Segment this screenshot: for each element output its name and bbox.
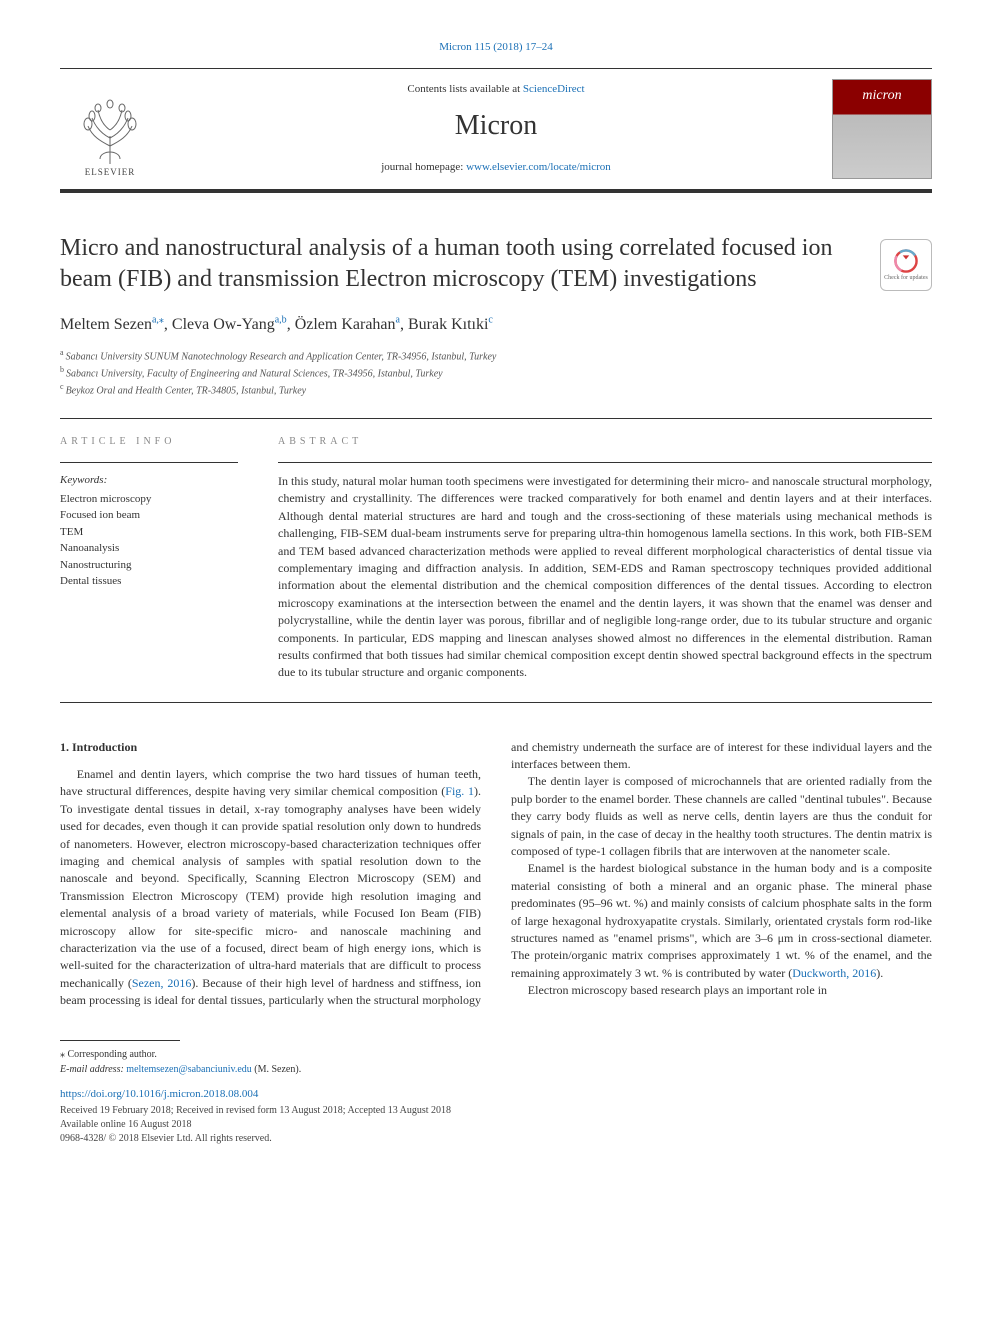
check-updates-badge[interactable]: Check for updates: [880, 239, 932, 291]
inline-ref-link[interactable]: Sezen, 2016: [132, 976, 192, 990]
received-line: Received 19 February 2018; Received in r…: [60, 1104, 932, 1118]
email-line: E-mail address: meltemsezen@sabanciuniv.…: [60, 1062, 932, 1077]
keyword: Nanostructuring: [60, 557, 258, 574]
aff-label: c: [60, 382, 64, 391]
affiliation: cBeykoz Oral and Health Center, TR-34805…: [60, 381, 932, 398]
affiliation: aSabancı University SUNUM Nanotechnology…: [60, 347, 932, 364]
keyword: Nanoanalysis: [60, 540, 258, 557]
author: Özlem Karahan: [295, 316, 396, 333]
aff-label: a: [60, 348, 64, 357]
copyright-line: 0968-4328/ © 2018 Elsevier Ltd. All righ…: [60, 1132, 932, 1146]
keywords-list: Electron microscopy Focused ion beam TEM…: [60, 491, 258, 590]
masthead-center: Contents lists available at ScienceDirec…: [160, 82, 832, 176]
author-mark[interactable]: a: [396, 315, 400, 326]
masthead: ELSEVIER Contents lists available at Sci…: [60, 68, 932, 193]
author-mark[interactable]: a,b: [275, 315, 287, 326]
top-citation: Micron 115 (2018) 17–24: [60, 40, 932, 56]
inline-ref-link[interactable]: Duckworth, 2016: [792, 966, 876, 980]
paragraph: Enamel is the hardest biological substan…: [511, 860, 932, 982]
author: Cleva Ow-Yang: [172, 316, 275, 333]
keyword: TEM: [60, 524, 258, 541]
journal-homepage: journal homepage: www.elsevier.com/locat…: [160, 160, 832, 176]
keyword: Focused ion beam: [60, 507, 258, 524]
text-run: Enamel is the hardest biological substan…: [511, 861, 932, 979]
abstract-text: In this study, natural molar human tooth…: [278, 473, 932, 682]
corresponding-note: ⁎ Corresponding author.: [60, 1047, 932, 1062]
aff-text: Sabancı University SUNUM Nanotechnology …: [66, 351, 497, 362]
text-run: ).: [876, 966, 883, 980]
homepage-prefix: journal homepage:: [381, 161, 466, 173]
doi-line: https://doi.org/10.1016/j.micron.2018.08…: [60, 1087, 932, 1103]
author: Burak Kıtıki: [408, 316, 488, 333]
affiliation: bSabancı University, Faculty of Engineer…: [60, 364, 932, 381]
abstract-heading: ABSTRACT: [278, 435, 932, 450]
abstract-column: ABSTRACT In this study, natural molar hu…: [278, 435, 932, 681]
affiliations: aSabancı University SUNUM Nanotechnology…: [60, 347, 932, 399]
cover-thumb-title: micron: [862, 86, 901, 106]
footnotes: ⁎ Corresponding author. E-mail address: …: [60, 1047, 932, 1077]
keyword: Dental tissues: [60, 573, 258, 590]
paragraph: The dentin layer is composed of microcha…: [511, 773, 932, 860]
inline-ref-link[interactable]: Fig. 1: [445, 784, 474, 798]
footnote-separator: [60, 1040, 180, 1041]
publication-info: Received 19 February 2018; Received in r…: [60, 1104, 932, 1146]
article-title: Micro and nanostructural analysis of a h…: [60, 233, 860, 295]
authors-line: Meltem Sezena,⁎, Cleva Ow-Yanga,b, Özlem…: [60, 313, 932, 336]
aff-text: Sabancı University, Faculty of Engineeri…: [66, 368, 443, 379]
body-text: 1. Introduction Enamel and dentin layers…: [60, 739, 932, 1010]
homepage-link[interactable]: www.elsevier.com/locate/micron: [466, 161, 611, 173]
online-line: Available online 16 August 2018: [60, 1118, 932, 1132]
author-mark[interactable]: a,⁎: [152, 315, 164, 326]
paragraph: Electron microscopy based research plays…: [511, 982, 932, 999]
sciencedirect-link[interactable]: ScienceDirect: [523, 83, 585, 95]
article-info-column: ARTICLE INFO Keywords: Electron microsco…: [60, 435, 278, 681]
contents-prefix: Contents lists available at: [407, 83, 522, 95]
email-label: E-mail address:: [60, 1064, 126, 1075]
text-run: ). To investigate dental tissues in deta…: [60, 784, 481, 989]
author: Meltem Sezen: [60, 316, 152, 333]
contents-line: Contents lists available at ScienceDirec…: [160, 82, 832, 98]
publisher-logo-text: ELSEVIER: [85, 166, 136, 179]
aff-label: b: [60, 365, 64, 374]
keyword: Electron microscopy: [60, 491, 258, 508]
doi-link[interactable]: https://doi.org/10.1016/j.micron.2018.08…: [60, 1088, 258, 1100]
journal-cover-thumb: micron: [832, 79, 932, 179]
article-info-heading: ARTICLE INFO: [60, 435, 258, 450]
elsevier-tree-icon: [70, 96, 150, 166]
aff-text: Beykoz Oral and Health Center, TR-34805,…: [66, 385, 307, 396]
publisher-logo: ELSEVIER: [60, 79, 160, 179]
email-owner: (M. Sezen).: [252, 1064, 301, 1075]
section-heading: 1. Introduction: [60, 739, 481, 756]
author-mark[interactable]: c: [488, 315, 492, 326]
top-citation-link[interactable]: Micron 115 (2018) 17–24: [439, 41, 553, 53]
check-updates-icon: [893, 248, 919, 274]
text-run: Enamel and dentin layers, which comprise…: [60, 767, 481, 798]
email-link[interactable]: meltemsezen@sabanciuniv.edu: [126, 1064, 251, 1075]
keywords-heading: Keywords:: [60, 473, 258, 489]
journal-name: Micron: [160, 106, 832, 147]
check-updates-label: Check for updates: [884, 274, 928, 283]
